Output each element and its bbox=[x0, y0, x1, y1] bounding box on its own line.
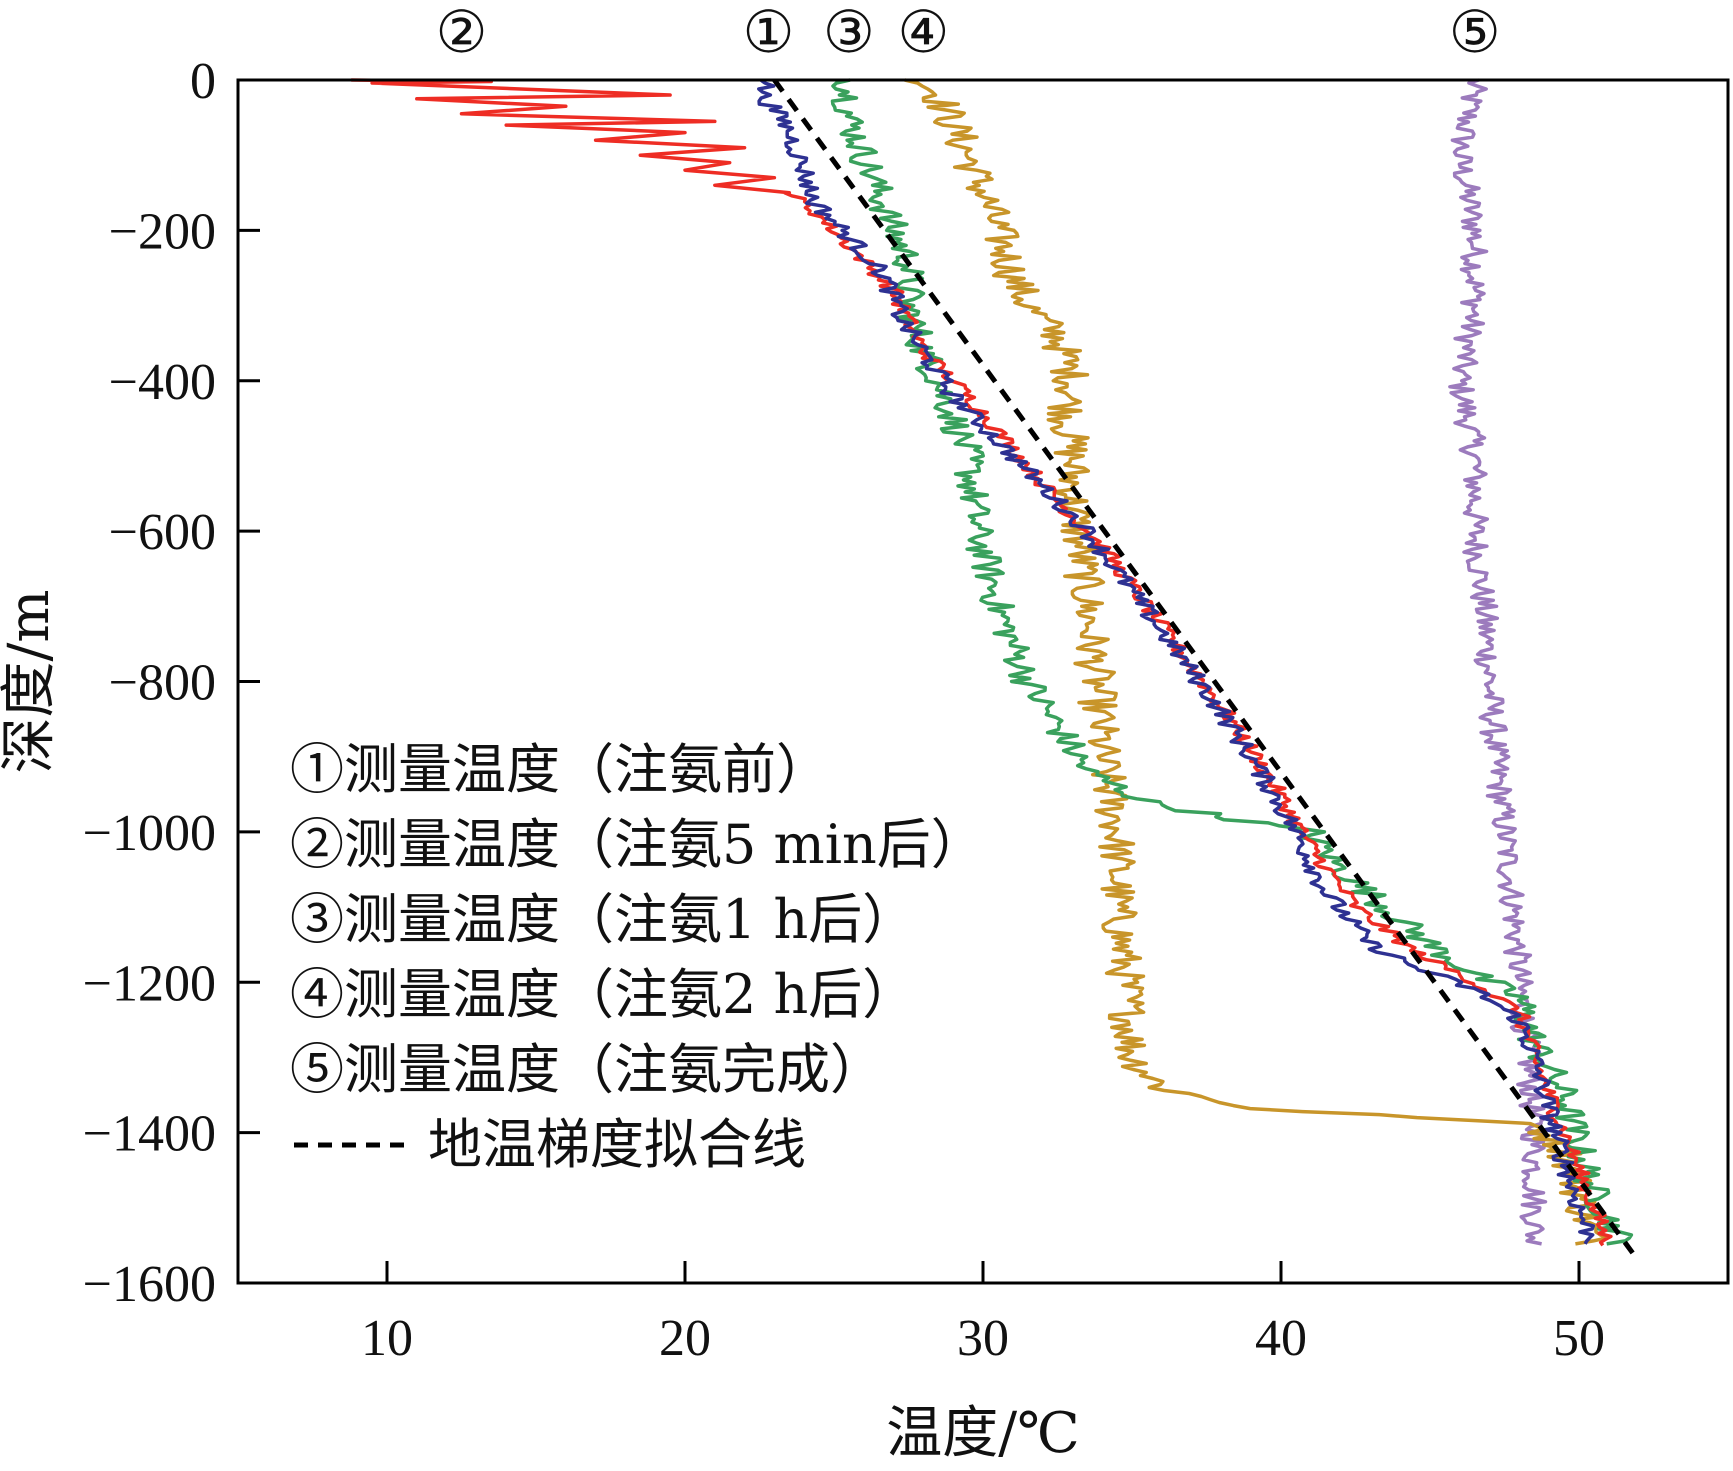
x-axis-title: 温度/℃ bbox=[886, 1401, 1080, 1466]
legend-entry: ④测量温度（注氨2 h后） bbox=[290, 963, 916, 1026]
legend-entry: ②测量温度（注氨5 min后） bbox=[290, 813, 985, 876]
series-marker-4: ④ bbox=[897, 0, 949, 66]
series-line-gradient-fit bbox=[772, 78, 1635, 1255]
legend: ①测量温度（注氨前） ②测量温度（注氨5 min后） ③测量温度（注氨1 h后） ④测… bbox=[290, 738, 985, 1176]
y-tick-label: −1200 bbox=[83, 955, 216, 1012]
y-tick-label: −800 bbox=[109, 655, 216, 712]
y-tick-label: −200 bbox=[109, 203, 216, 260]
x-tick-label: 20 bbox=[659, 1310, 711, 1367]
legend-entry: ③测量温度（注氨1 h后） bbox=[290, 888, 916, 951]
y-tick-label: −1600 bbox=[83, 1256, 216, 1313]
series-marker-1: ① bbox=[742, 0, 794, 66]
y-tick-label: 0 bbox=[190, 53, 216, 110]
legend-entry: ⑤测量温度（注氨完成） bbox=[290, 1038, 884, 1101]
series-markers: ① ② ③ ④ ⑤ bbox=[436, 0, 1501, 66]
y-tick-label: −1400 bbox=[83, 1106, 216, 1163]
y-tick-label: −600 bbox=[109, 504, 216, 561]
y-tick-label: −400 bbox=[109, 354, 216, 411]
series-marker-2: ② bbox=[436, 0, 488, 66]
x-tick-label: 50 bbox=[1553, 1310, 1605, 1367]
x-tick-label: 40 bbox=[1255, 1310, 1307, 1367]
x-tick-label: 10 bbox=[361, 1310, 413, 1367]
series-marker-5: ⑤ bbox=[1449, 0, 1501, 66]
y-axis-title: 深度/m bbox=[0, 590, 62, 774]
series-line-③ bbox=[830, 78, 1634, 1246]
series-layer bbox=[351, 78, 1635, 1255]
series-line-① bbox=[757, 78, 1596, 1245]
legend-entry: ①测量温度（注氨前） bbox=[290, 738, 830, 801]
series-line-④ bbox=[904, 78, 1609, 1246]
plot-frame bbox=[236, 78, 1730, 1285]
y-tick-label: −1000 bbox=[83, 805, 216, 862]
x-tick-label: 30 bbox=[957, 1310, 1009, 1367]
ticks-layer: 10 20 30 40 50 0 −200 −400 −600 −800 −1000 −1200 −14… bbox=[83, 53, 1605, 1367]
series-marker-3: ③ bbox=[823, 0, 875, 66]
legend-entry: 地温梯度拟合线 bbox=[428, 1113, 806, 1176]
